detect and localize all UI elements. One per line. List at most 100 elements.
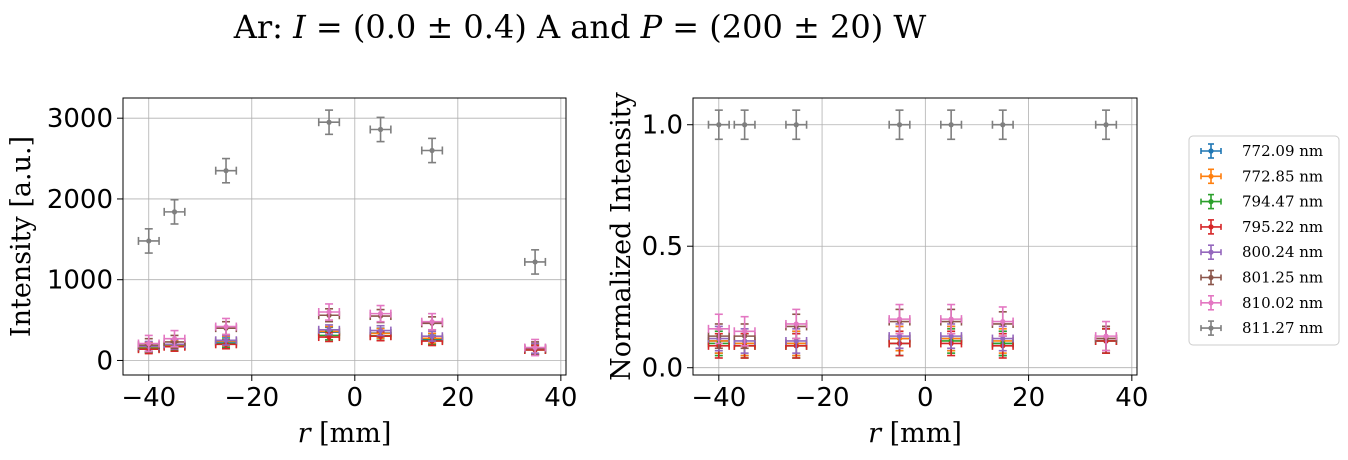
legend-entry: 811.27 nm — [1200, 319, 1323, 337]
legend-marker-dot — [1208, 199, 1214, 205]
x-tick-label: −20 — [795, 383, 850, 413]
data-point — [991, 325, 1014, 352]
series-772-09-nm — [137, 326, 547, 355]
axes-frame — [122, 97, 567, 376]
title-prefix: Ar: — [233, 8, 293, 46]
series-772-85-nm — [707, 325, 1118, 357]
y-tick-label: 2000 — [47, 185, 113, 215]
legend-entry: 810.02 nm — [1200, 294, 1323, 312]
data-marker — [742, 328, 748, 334]
data-marker — [896, 122, 903, 128]
title-power-symbol: P — [640, 8, 663, 46]
data-marker — [716, 122, 722, 128]
legend-label: 811.27 nm — [1242, 319, 1323, 337]
data-marker — [1103, 122, 1109, 128]
data-marker — [223, 323, 229, 330]
legend-marker-dot — [1208, 148, 1214, 154]
legend: 772.09 nm 772.85 nm 794.47 nm 795.22 nm 800.… — [1188, 135, 1340, 346]
y-tick-label: 3000 — [47, 104, 113, 134]
data-point — [369, 304, 392, 323]
data-point — [940, 109, 963, 141]
data-point — [317, 331, 341, 343]
title-power-expression: = (200 ± 20) W — [662, 8, 926, 46]
data-point — [420, 312, 444, 331]
series-810-02-nm — [137, 303, 547, 357]
title-current-symbol: I — [292, 8, 307, 46]
legend-entry: 772.09 nm — [1200, 142, 1323, 160]
x-tick-label: 40 — [544, 383, 577, 413]
y-tick-label: 0.0 — [642, 354, 683, 384]
data-marker — [948, 122, 954, 128]
data-marker — [429, 333, 435, 339]
series-772-85-nm — [137, 325, 547, 355]
title-current-expression: = (0.0 ± 0.4) A and — [306, 8, 641, 46]
legend-label: 800.24 nm — [1242, 243, 1323, 261]
series-810-02-nm — [707, 303, 1118, 352]
data-point — [733, 315, 756, 347]
x-tick-label: 0 — [917, 383, 934, 413]
data-marker — [742, 122, 748, 128]
legend-entry: 795.22 nm — [1200, 218, 1323, 236]
legend-marker-dot — [1208, 173, 1214, 179]
data-point — [785, 109, 808, 141]
legend-entry: 800.24 nm — [1200, 243, 1323, 261]
x-tick-label: −40 — [691, 383, 746, 413]
legend-entry: 801.25 nm — [1200, 269, 1323, 287]
y-tick-label: 1.0 — [642, 111, 683, 141]
data-point — [707, 109, 730, 141]
y-axis-label: Normalized Intensity — [606, 91, 637, 380]
y-tick-label: 1000 — [47, 266, 113, 296]
data-point — [888, 109, 911, 141]
series-811-27-nm — [137, 109, 547, 275]
data-point — [369, 116, 392, 143]
data-marker — [896, 316, 903, 322]
figure-title: Ar: I = (0.0 ± 0.4) A and P = (200 ± 20)… — [233, 8, 927, 46]
data-point — [523, 338, 547, 357]
data-point — [317, 109, 341, 136]
data-marker — [326, 327, 332, 333]
data-point — [317, 324, 341, 336]
data-point — [163, 198, 186, 225]
data-marker — [716, 326, 722, 332]
x-axis-label-unit: [mm] — [311, 418, 392, 449]
x-tick-label: 40 — [1115, 383, 1148, 413]
data-marker — [948, 333, 954, 339]
x-tick-label: 0 — [347, 383, 364, 413]
legend-label: 794.47 nm — [1242, 193, 1323, 211]
x-axis-label-unit: [mm] — [881, 418, 962, 449]
data-point — [523, 249, 547, 275]
data-point — [137, 334, 160, 353]
data-marker — [532, 344, 538, 351]
data-point — [940, 303, 963, 335]
data-marker — [793, 122, 799, 128]
data-point — [991, 109, 1014, 141]
data-point — [1094, 109, 1118, 141]
series-795-22-nm — [137, 330, 547, 356]
series-794-47-nm — [137, 330, 547, 356]
data-point — [707, 313, 730, 345]
series-800-24-nm — [707, 323, 1118, 354]
data-marker — [377, 126, 384, 133]
legend-marker-dot — [1208, 224, 1214, 230]
data-marker — [223, 337, 229, 343]
x-tick-label: −20 — [224, 383, 279, 413]
x-tick-label: −40 — [121, 383, 176, 413]
data-marker — [146, 238, 152, 244]
data-marker — [948, 316, 954, 322]
legend-marker-dot — [1208, 300, 1214, 306]
data-point — [137, 228, 160, 254]
series-801-25-nm — [707, 308, 1118, 352]
legend-entry: 772.85 nm — [1200, 167, 1323, 185]
data-marker — [1000, 335, 1006, 342]
data-point — [214, 317, 238, 336]
series-800-24-nm — [137, 324, 547, 354]
data-marker — [896, 333, 903, 339]
series-795-22-nm — [707, 328, 1118, 359]
data-marker — [326, 309, 332, 315]
data-marker — [171, 209, 178, 215]
data-marker — [326, 334, 332, 340]
data-marker — [146, 340, 152, 347]
data-point — [317, 303, 341, 321]
legend-label: 795.22 nm — [1242, 218, 1323, 236]
data-marker — [793, 338, 799, 344]
